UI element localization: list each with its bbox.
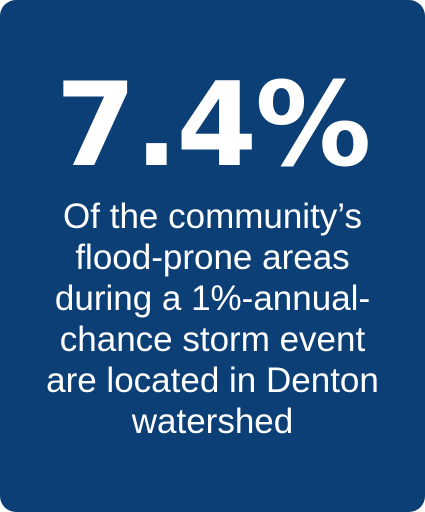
caption-line: watershed bbox=[131, 402, 294, 441]
caption-line: chance storm event bbox=[59, 320, 366, 359]
stat-caption: Of the community’s flood-prone areas dur… bbox=[10, 196, 415, 442]
caption-line: during a 1%-annual- bbox=[54, 279, 371, 318]
caption-line: are located in Denton bbox=[46, 361, 379, 400]
caption-line: flood-prone areas bbox=[75, 238, 350, 277]
stat-value: 7.4% bbox=[55, 58, 372, 193]
caption-line: Of the community’s bbox=[63, 197, 362, 236]
